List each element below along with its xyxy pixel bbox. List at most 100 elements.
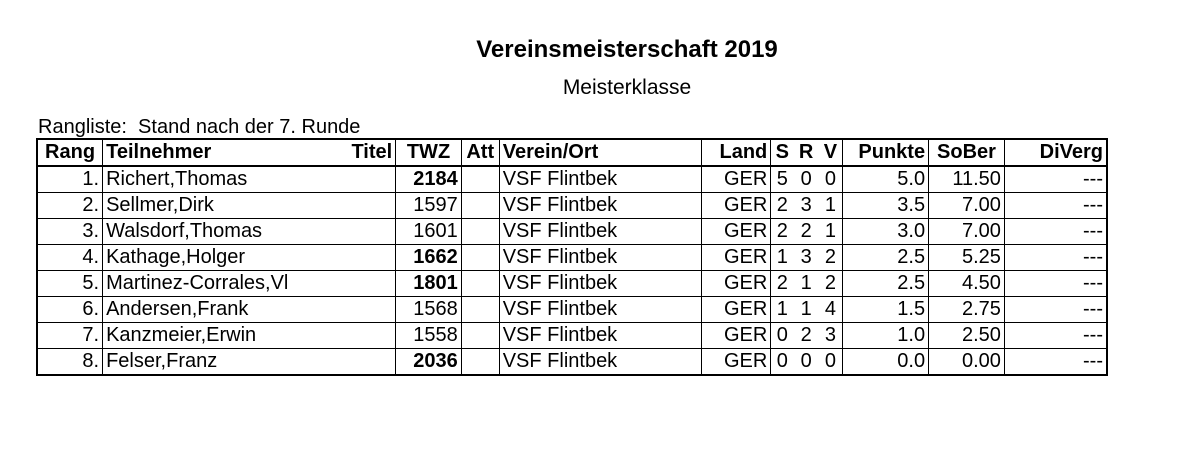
player-name-cell: Kanzmeier,Erwin bbox=[102, 322, 329, 349]
losses-cell: 3 bbox=[818, 322, 843, 349]
country-cell: GER bbox=[700, 244, 771, 271]
points-cell: 5.0 bbox=[841, 166, 929, 193]
club-cell: VSF Flintbek bbox=[498, 348, 702, 375]
att-cell bbox=[460, 218, 500, 245]
sober-cell: 0.00 bbox=[928, 348, 1005, 375]
club-cell: VSF Flintbek bbox=[498, 244, 702, 271]
table-row: 2. Sellmer,Dirk 1597 VSF Flintbek GER 2 3 1 3.5 7… bbox=[36, 192, 1107, 219]
rating-cell: 2184 bbox=[395, 166, 462, 193]
club-cell: VSF Flintbek bbox=[498, 296, 702, 323]
draws-cell: 2 bbox=[793, 218, 819, 245]
club-cell: VSF Flintbek bbox=[498, 270, 702, 297]
col-losses-header: V bbox=[818, 139, 843, 167]
diverg-cell: --- bbox=[1003, 192, 1107, 219]
rank-cell: 6. bbox=[36, 296, 103, 323]
player-name-cell: Kathage,Holger bbox=[102, 244, 329, 271]
col-draws-header: R bbox=[793, 139, 819, 167]
col-points-header: Punkte bbox=[841, 139, 929, 167]
draws-cell: 3 bbox=[793, 192, 819, 219]
country-cell: GER bbox=[700, 348, 771, 375]
rank-cell: 3. bbox=[36, 218, 103, 245]
title-cell bbox=[328, 270, 396, 297]
title-cell bbox=[328, 244, 396, 271]
rank-cell: 7. bbox=[36, 322, 103, 349]
sober-cell: 7.00 bbox=[928, 192, 1005, 219]
rank-cell: 8. bbox=[36, 348, 103, 375]
col-wins-header: S bbox=[770, 139, 794, 167]
wins-cell: 2 bbox=[770, 192, 794, 219]
club-cell: VSF Flintbek bbox=[498, 192, 702, 219]
rating-cell: 1597 bbox=[395, 192, 462, 219]
col-rank-header: Rang bbox=[36, 139, 103, 167]
table-row: 8. Felser,Franz 2036 VSF Flintbek GER 0 0 0 0.0 0… bbox=[36, 348, 1107, 376]
col-rating-header: TWZ bbox=[395, 139, 462, 167]
player-name-cell: Felser,Franz bbox=[102, 348, 329, 375]
player-name-cell: Richert,Thomas bbox=[102, 166, 329, 193]
att-cell bbox=[460, 166, 500, 193]
sober-cell: 7.00 bbox=[928, 218, 1005, 245]
player-name-cell: Walsdorf,Thomas bbox=[102, 218, 329, 245]
col-diverg-header: DiVerg bbox=[1003, 139, 1107, 167]
points-cell: 0.0 bbox=[841, 348, 929, 375]
sober-cell: 5.25 bbox=[928, 244, 1005, 271]
country-cell: GER bbox=[700, 296, 771, 323]
col-name-header: Teilnehmer bbox=[102, 139, 329, 167]
country-cell: GER bbox=[700, 322, 771, 349]
table-row: 4. Kathage,Holger 1662 VSF Flintbek GER 1 3 2 2.… bbox=[36, 244, 1107, 271]
header-row: Rang Teilnehmer Titel TWZ Att Verein/Ort… bbox=[36, 139, 1107, 167]
diverg-cell: --- bbox=[1003, 218, 1107, 245]
diverg-cell: --- bbox=[1003, 348, 1107, 375]
title-cell bbox=[328, 192, 396, 219]
page-subtitle: Meisterklasse bbox=[562, 76, 692, 99]
att-cell bbox=[460, 244, 500, 271]
table-row: 3. Walsdorf,Thomas 1601 VSF Flintbek GER 2 2 1 3… bbox=[36, 218, 1107, 245]
rating-cell: 1662 bbox=[395, 244, 462, 271]
points-cell: 3.0 bbox=[841, 218, 929, 245]
losses-cell: 0 bbox=[818, 166, 843, 193]
club-cell: VSF Flintbek bbox=[498, 322, 702, 349]
draws-cell: 1 bbox=[793, 270, 819, 297]
col-title-header: Titel bbox=[328, 139, 396, 167]
rating-cell: 1558 bbox=[395, 322, 462, 349]
points-cell: 1.0 bbox=[841, 322, 929, 349]
title-cell bbox=[328, 349, 396, 376]
standings-header: Rang Teilnehmer Titel TWZ Att Verein/Ort… bbox=[36, 139, 1107, 167]
losses-cell: 0 bbox=[824, 350, 837, 372]
draws-cell: 2 bbox=[793, 322, 819, 349]
sober-cell: 2.75 bbox=[928, 296, 1005, 323]
wins-cell: 1 bbox=[770, 244, 794, 271]
points-cell: 1.5 bbox=[841, 296, 929, 323]
title-cell bbox=[328, 218, 396, 245]
diverg-cell: --- bbox=[1003, 296, 1107, 323]
points-cell: 3.5 bbox=[841, 192, 929, 219]
club-cell: VSF Flintbek bbox=[498, 166, 702, 193]
draws-cell: 3 bbox=[793, 244, 819, 271]
diverg-cell: --- bbox=[1003, 166, 1107, 193]
att-cell bbox=[460, 270, 500, 297]
table-row: 5. Martinez-Corrales,Vl 1801 VSF Flintbek GE… bbox=[36, 270, 1107, 297]
player-name-cell: Martinez-Corrales,Vl bbox=[102, 270, 329, 297]
club-cell: VSF Flintbek bbox=[498, 218, 702, 245]
att-cell bbox=[460, 322, 500, 349]
rating-cell: 1568 bbox=[395, 296, 462, 323]
table-row: 1. Richert,Thomas 2184 VSF Flintbek GER 5 0 0 5.… bbox=[36, 166, 1107, 193]
page-title: Vereinsmeisterschaft 2019 bbox=[476, 36, 778, 63]
rating-cell: 1601 bbox=[395, 218, 462, 245]
diverg-cell: --- bbox=[1003, 270, 1107, 297]
title-cell bbox=[328, 322, 396, 349]
country-cell: GER bbox=[700, 218, 771, 245]
draws-cell: 0 bbox=[793, 166, 819, 193]
sober-cell: 11.50 bbox=[928, 166, 1005, 193]
wins-cell: 0 bbox=[770, 322, 794, 349]
losses-cell: 2 bbox=[818, 270, 843, 297]
standings-table: Rang Teilnehmer Titel TWZ Att Verein/Ort… bbox=[36, 138, 1108, 376]
att-cell bbox=[460, 296, 500, 323]
rank-cell: 5. bbox=[36, 270, 103, 297]
draws-cell: 1 bbox=[793, 296, 819, 323]
col-att-header: Att bbox=[460, 139, 500, 167]
player-name-cell: Sellmer,Dirk bbox=[102, 192, 329, 219]
wins-cell: 1 bbox=[770, 296, 794, 323]
title-cell bbox=[328, 296, 396, 323]
rank-cell: 2. bbox=[36, 192, 103, 219]
att-cell bbox=[460, 192, 500, 219]
